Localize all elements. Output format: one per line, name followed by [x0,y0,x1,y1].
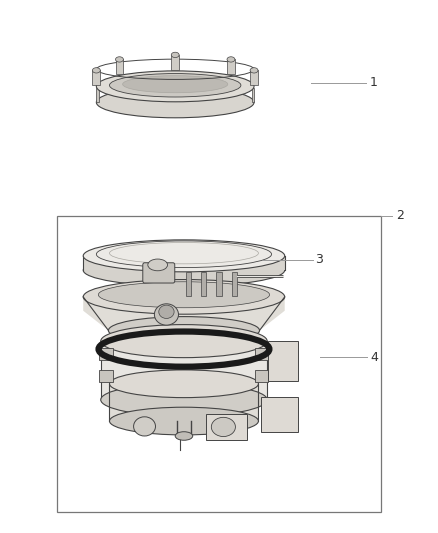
Bar [201,272,206,296]
Text: 2: 2 [396,209,404,222]
Polygon shape [83,256,285,270]
Polygon shape [110,384,171,421]
Ellipse shape [101,325,267,358]
Bar [99,370,113,382]
Bar [255,370,268,382]
Polygon shape [197,384,258,421]
Ellipse shape [110,407,258,435]
FancyBboxPatch shape [143,263,175,283]
Ellipse shape [159,305,174,318]
Bar [227,59,235,74]
Ellipse shape [116,56,124,62]
Ellipse shape [171,52,179,58]
Bar [171,55,179,70]
Polygon shape [83,297,285,330]
Ellipse shape [123,76,228,93]
Ellipse shape [83,279,285,314]
Ellipse shape [96,87,254,118]
Polygon shape [96,88,99,102]
Ellipse shape [96,71,254,102]
Ellipse shape [108,317,259,344]
Bar [186,272,191,296]
Ellipse shape [92,68,100,73]
Bar [92,70,100,85]
Bar [116,59,124,74]
Ellipse shape [101,383,267,416]
Bar [206,414,247,440]
Text: 3: 3 [315,253,323,266]
Bar [57,216,381,512]
Ellipse shape [148,259,167,271]
Bar [255,348,268,360]
Ellipse shape [227,56,235,62]
Bar [99,348,113,360]
Bar [261,397,298,432]
Ellipse shape [134,417,155,436]
Ellipse shape [83,254,285,286]
Ellipse shape [250,68,258,73]
Text: 1: 1 [370,76,378,89]
Ellipse shape [110,370,258,398]
Ellipse shape [110,74,241,97]
Ellipse shape [98,282,269,308]
Text: 4: 4 [370,351,378,364]
Ellipse shape [175,432,193,440]
Polygon shape [252,88,254,102]
Ellipse shape [211,417,236,437]
Ellipse shape [83,240,285,272]
Bar [268,341,298,381]
Bar [250,70,258,85]
Bar [232,272,237,296]
Bar [216,272,222,296]
Polygon shape [101,341,267,400]
Ellipse shape [154,304,178,325]
